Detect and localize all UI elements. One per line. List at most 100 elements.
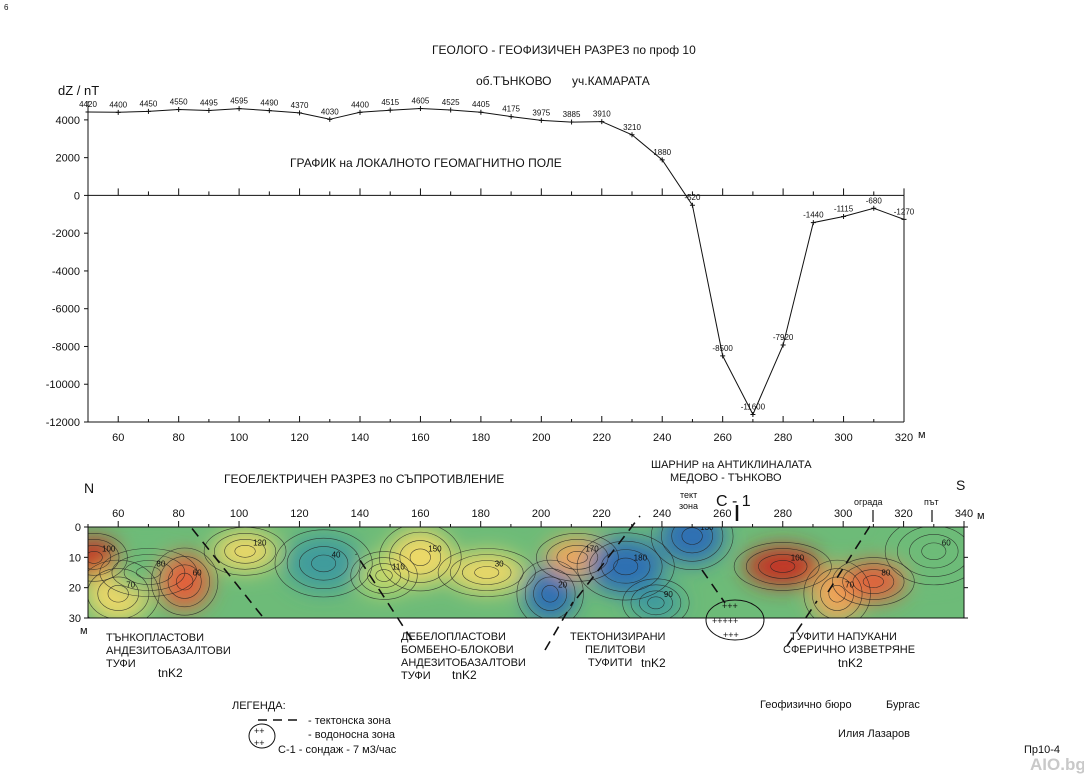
fence-label: ограда [854, 497, 883, 507]
hinge-label-line2: МЕДОВО - ТЪНКОВО [670, 472, 782, 484]
legend-aquifer-plus-2: ++ [254, 738, 265, 748]
section-x-label: 280 [774, 508, 792, 520]
data-label: 4030 [321, 107, 339, 116]
tect-zone-label-2: зона [679, 501, 698, 511]
contour-label: 60 [193, 569, 202, 578]
y-tick-label: -6000 [52, 304, 80, 316]
contour-line [286, 537, 361, 589]
data-label: -11600 [741, 402, 766, 411]
contour-line [375, 569, 393, 582]
data-point [145, 108, 151, 114]
data-label: 3210 [623, 123, 641, 132]
fault-line [189, 525, 263, 617]
contour-line [622, 578, 690, 618]
section-y-label: 0 [75, 522, 81, 534]
contour-line [613, 557, 639, 576]
resistivity-section: ГЕОЕЛЕКТРИЧЕН РАЗРЕЗ по СЪПРОТИВЛЕНИЕ N … [69, 459, 985, 651]
section-y-label: 30 [69, 613, 81, 625]
data-point [629, 132, 635, 138]
contour-line [88, 568, 150, 618]
legend-aquifer-plus-1: ++ [254, 726, 265, 736]
section-x-label: 240 [653, 508, 671, 520]
contour-line [897, 527, 964, 577]
section-x-label: 320 [894, 508, 912, 520]
series-line [87, 107, 905, 416]
contour-line [474, 566, 500, 579]
data-point [266, 108, 272, 114]
north-label: N [84, 480, 94, 496]
data-label: 4495 [200, 99, 218, 108]
section-x-label: 140 [351, 508, 369, 520]
road-label: път [924, 497, 939, 507]
y-tick-label: -10000 [46, 379, 80, 391]
data-label: -680 [866, 196, 883, 205]
contour-label: 180 [634, 553, 648, 562]
contour-label: 40 [332, 550, 341, 559]
chart-ticks: 4000 2000 0 -2000 -4000 -6000 -8000 -10000 -1200… [46, 115, 913, 444]
contour-line [88, 539, 120, 576]
contour-line [745, 548, 820, 585]
contour-line [99, 548, 198, 597]
x-tick-label: 60 [112, 432, 124, 444]
data-point [750, 411, 756, 417]
section-axes [87, 526, 965, 619]
data-point [297, 110, 303, 116]
data-label: 4595 [230, 97, 248, 106]
unit-3-line-2: ПЕЛИТОВИ [585, 644, 645, 656]
contour-line [88, 533, 128, 582]
contour-label: 130 [700, 523, 714, 532]
contour-line [630, 584, 682, 618]
fault-line [576, 515, 641, 599]
data-point [357, 109, 363, 115]
contour-line [638, 590, 673, 616]
contour-line [921, 542, 947, 560]
data-label: 4405 [472, 100, 490, 109]
x-tick-label: 140 [351, 432, 369, 444]
data-point [599, 119, 605, 125]
fault-lines [189, 515, 871, 651]
aquifer-plus-2: +++++ [712, 616, 738, 626]
data-label: 4490 [260, 99, 278, 108]
data-label: 3975 [532, 108, 550, 117]
contour-line [758, 554, 808, 579]
contour-line [842, 563, 905, 600]
section-xlabel: м [977, 510, 985, 522]
section-x-label: 160 [411, 508, 429, 520]
data-point [236, 106, 242, 112]
data-label: 4550 [170, 97, 188, 106]
magnetic-chart: dZ / nT ГРАФИК на ЛОКАЛНОТО ГЕОМАГНИТНО … [46, 83, 926, 444]
section-y-label: 20 [69, 583, 81, 595]
resistivity-anomaly [448, 552, 525, 593]
resistivity-anomaly [660, 527, 725, 565]
contour-line [862, 575, 884, 588]
data-label: 4605 [412, 96, 430, 105]
aquifer-plus-1: +++ [722, 601, 738, 611]
x-tick-label: 120 [290, 432, 308, 444]
data-point [569, 119, 575, 125]
data-label: 4525 [442, 98, 460, 107]
resistivity-anomaly [524, 565, 577, 618]
legend: ЛЕГЕНДА: - тектонска зона ++ ++ - водоно… [232, 700, 397, 756]
data-label: 4420 [79, 100, 97, 109]
chart-series: 4420 4400 4450 4550 4495 4595 4490 4370 4030 4400… [79, 96, 915, 417]
contour-line [588, 540, 663, 592]
contour-line [733, 542, 832, 591]
tect-zone-label-1: тект [680, 490, 697, 500]
subtitle-locality: уч.КАМАРАТА [572, 74, 650, 88]
contour-line [399, 540, 442, 575]
contour-line [462, 560, 512, 585]
contour-line [274, 529, 373, 598]
contour-line [409, 548, 431, 567]
y-tick-label: -8000 [52, 341, 80, 353]
data-label: -520 [684, 193, 701, 202]
contour-label: 170 [585, 544, 599, 553]
section-x-label: 340 [955, 508, 973, 520]
subtitle-area: об.ТЪНКОВО [476, 74, 552, 88]
contour-line [88, 559, 160, 618]
contour-line [884, 527, 964, 586]
data-point [115, 109, 121, 115]
page-title: ГЕОЛОГО - ГЕОФИЗИЧЕН РАЗРЕЗ по проф 10 [432, 43, 696, 57]
lithology-unit-3: ТЕКТОНИЗИРАНИ ПЕЛИТОВИ ТУФИТИ tnK2 [570, 631, 666, 670]
section-x-label: 120 [290, 508, 308, 520]
